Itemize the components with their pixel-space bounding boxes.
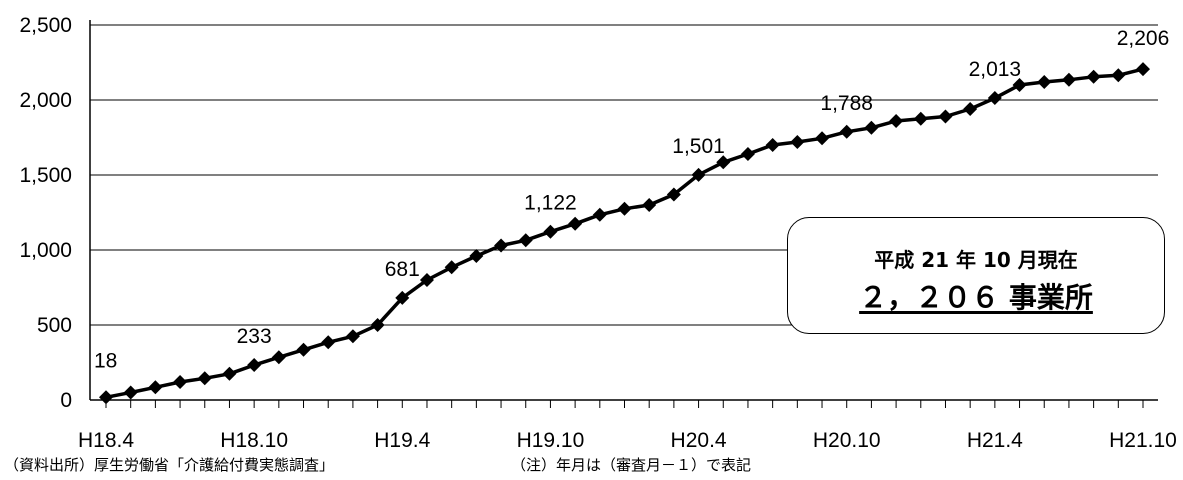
- data-point-marker: [321, 335, 336, 350]
- data-point-marker: [815, 131, 830, 146]
- x-tick-label: H19.4: [374, 429, 430, 452]
- data-label: 2,206: [1117, 27, 1170, 50]
- source-footnote: （資料出所）厚生労働省「介護給付費実態調査」: [4, 456, 335, 474]
- data-label: 681: [385, 258, 420, 281]
- data-point-marker: [740, 147, 755, 161]
- y-tick-label: 0: [60, 389, 72, 412]
- data-point-marker: [1136, 62, 1150, 77]
- data-point-marker: [123, 385, 138, 400]
- data-point-marker: [395, 290, 410, 305]
- callout-count-text: ２，２０６ 事業所: [859, 281, 1093, 314]
- data-label: 233: [237, 325, 272, 348]
- summary-callout: 平成 21 年 10 月現在 ２，２０６ 事業所: [787, 217, 1165, 334]
- data-point-marker: [518, 233, 533, 248]
- x-tick-label: H21.10: [1109, 429, 1177, 452]
- data-point-marker: [691, 167, 706, 182]
- x-tick-label: H19.10: [517, 429, 585, 452]
- data-point-marker: [1012, 78, 1027, 92]
- data-point-marker: [938, 109, 953, 124]
- data-point-marker: [592, 207, 607, 222]
- data-point-marker: [222, 366, 237, 381]
- y-tick-label: 1,000: [19, 239, 72, 262]
- data-point-marker: [864, 120, 879, 135]
- y-tick-label: 1,500: [19, 164, 72, 187]
- data-label: 2,013: [969, 58, 1022, 81]
- data-label: 18: [94, 349, 117, 372]
- data-point-marker: [889, 114, 904, 128]
- data-labels: 18 233 681 1,122 1,501 1,788 2,013 2,206: [94, 27, 1169, 372]
- data-point-marker: [469, 249, 484, 263]
- data-point-marker: [666, 187, 681, 202]
- data-point-marker: [494, 238, 509, 253]
- data-point-marker: [444, 260, 459, 275]
- x-axis-ticks: H18.4 H18.10 H19.4 H19.10 H20.4 H20.10 H21.4 H2…: [78, 429, 1177, 452]
- data-point-marker: [963, 102, 978, 116]
- series-group: [99, 62, 1150, 405]
- data-point-marker: [419, 273, 434, 287]
- data-point-marker: [642, 198, 657, 212]
- callout-date-text: 平成 21 年 10 月現在: [874, 248, 1078, 272]
- data-point-marker: [296, 342, 311, 357]
- data-point-marker: [765, 138, 780, 152]
- data-point-marker: [99, 390, 113, 405]
- data-point-marker: [247, 358, 262, 373]
- data-point-marker: [197, 371, 212, 386]
- data-point-marker: [790, 135, 805, 149]
- data-point-marker: [568, 216, 583, 231]
- y-tick-label: 2,500: [19, 14, 72, 37]
- y-axis-ticks: 0 500 1,000 1,500 2,000 2,500: [19, 14, 72, 412]
- data-point-marker: [345, 329, 360, 344]
- axes: [89, 20, 1158, 408]
- data-point-marker: [370, 318, 385, 332]
- x-tick-label: H20.4: [671, 429, 727, 452]
- data-point-marker: [1037, 75, 1052, 89]
- data-point-marker: [1086, 69, 1101, 84]
- y-tick-label: 2,000: [19, 89, 72, 112]
- data-point-marker: [913, 111, 928, 126]
- data-point-marker: [1061, 72, 1076, 87]
- data-point-marker: [543, 224, 558, 239]
- data-point-marker: [716, 155, 731, 170]
- data-point-marker: [271, 350, 286, 365]
- data-point-marker: [987, 91, 1002, 106]
- data-point-marker: [617, 201, 632, 216]
- data-label: 1,501: [672, 135, 725, 158]
- x-tick-label: H18.10: [220, 429, 288, 452]
- data-point-marker: [148, 380, 163, 395]
- data-point-marker: [1111, 68, 1126, 83]
- x-tick-label: H18.4: [78, 429, 134, 452]
- x-tick-label: H21.4: [967, 429, 1023, 452]
- data-point-marker: [839, 124, 854, 139]
- note-footnote: （注）年月は（審査月－１）で表記: [511, 456, 752, 474]
- x-tick-label: H20.10: [813, 429, 881, 452]
- data-label: 1,122: [524, 192, 577, 215]
- y-tick-label: 500: [37, 314, 72, 337]
- data-label: 1,788: [820, 92, 873, 115]
- data-point-marker: [173, 375, 188, 389]
